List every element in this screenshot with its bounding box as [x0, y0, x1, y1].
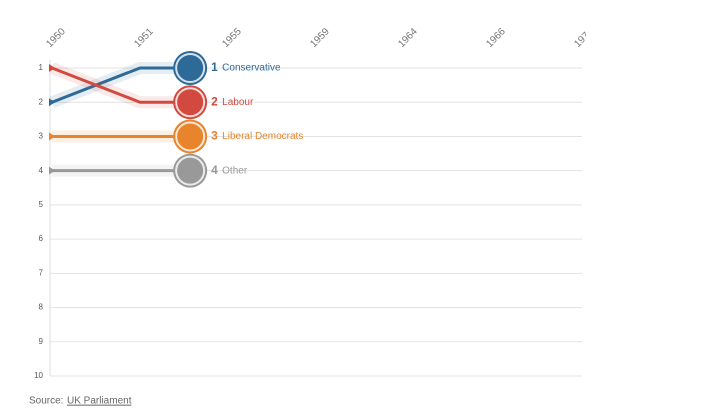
x-tick-label: 1955 [220, 26, 244, 50]
source-label: Source: [29, 396, 63, 407]
party-marker [173, 51, 208, 85]
y-tick-label: 1 [39, 63, 44, 72]
x-axis: 1950 1951 1955 1959 1964 1966 1970 [44, 26, 596, 50]
series-label: Other [222, 165, 248, 176]
rank-label: 2 [211, 94, 218, 108]
source-link[interactable]: UK Parliament [67, 396, 132, 407]
y-tick-label: 5 [39, 200, 44, 209]
party-marker [173, 119, 208, 154]
x-tick-label: 1964 [396, 26, 420, 50]
party-marker [173, 85, 208, 120]
marker-ring [175, 53, 206, 83]
marker-ring [175, 121, 206, 152]
y-tick-label: 8 [39, 303, 44, 312]
rank-label: 4 [211, 163, 218, 177]
start-arrow [49, 166, 55, 175]
party-marker [173, 153, 208, 188]
start-arrow [49, 98, 55, 107]
x-tick-label: 1959 [308, 26, 332, 50]
x-tick-label: 1950 [44, 26, 68, 50]
x-tick-label: 1951 [132, 26, 156, 50]
x-tick-label: 1970 [572, 26, 596, 50]
series-label: Liberal Democrats [222, 131, 303, 142]
y-tick-label: 7 [39, 268, 44, 277]
y-tick-label: 4 [39, 166, 44, 175]
marker-ring [175, 155, 206, 186]
x-tick-label: 1966 [484, 26, 508, 50]
y-tick-label: 2 [39, 97, 44, 106]
series-label: Labour [222, 97, 254, 108]
rank-label: 3 [211, 129, 218, 143]
y-tick-label: 3 [39, 132, 44, 141]
y-tick-label: 10 [34, 371, 43, 380]
start-arrow [49, 132, 55, 141]
rank-label: 1 [211, 60, 218, 74]
y-tick-label: 6 [39, 234, 44, 243]
y-tick-label: 9 [39, 337, 44, 346]
series-label: Conservative [222, 63, 281, 74]
marker-ring [175, 87, 206, 118]
start-arrow [49, 64, 55, 72]
